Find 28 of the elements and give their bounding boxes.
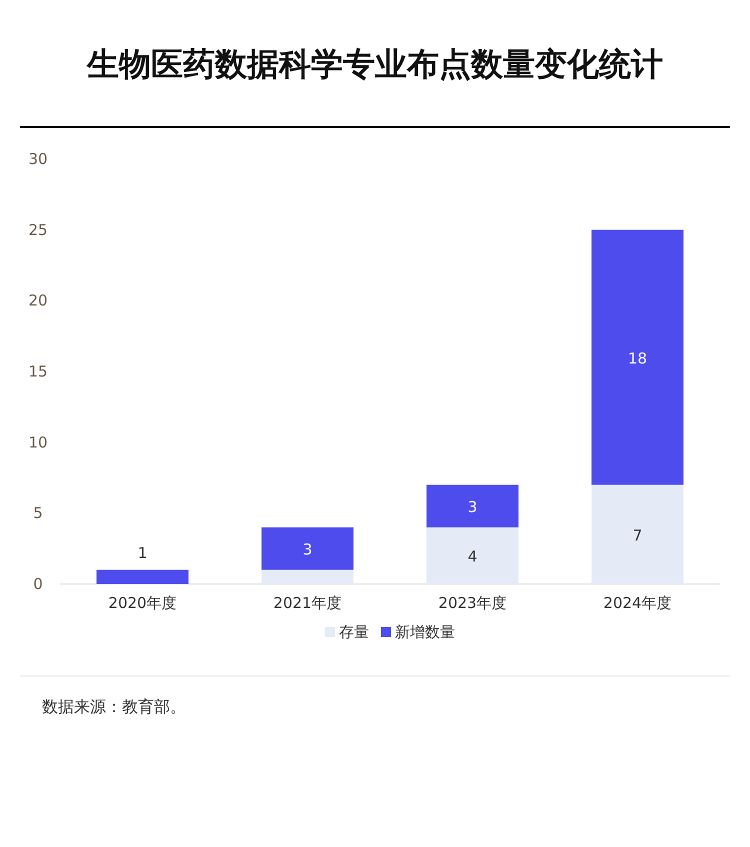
x-tick-label: 2020年度 — [108, 594, 177, 612]
x-tick-label: 2023年度 — [438, 594, 507, 612]
x-tick-label: 2021年度 — [273, 594, 342, 612]
data-label: 3 — [468, 498, 478, 516]
y-tick-label: 15 — [28, 362, 48, 380]
data-label: 7 — [632, 526, 642, 544]
bar — [262, 570, 354, 584]
y-tick-label: 20 — [28, 292, 48, 310]
legend-label: 存量 — [339, 623, 369, 641]
x-tick-label: 2024年度 — [603, 594, 672, 612]
data-label: 1 — [138, 544, 148, 562]
data-label: 18 — [628, 349, 648, 368]
data-label: 3 — [302, 540, 312, 559]
bar — [96, 570, 188, 584]
y-tick-label: 10 — [28, 433, 48, 452]
bar — [426, 527, 518, 584]
y-tick-label: 0 — [33, 575, 43, 593]
y-tick-label: 5 — [33, 504, 43, 522]
bar — [262, 527, 354, 570]
data-label: 4 — [468, 548, 478, 566]
legend-label: 新增数量 — [395, 623, 455, 641]
y-tick-label: 30 — [28, 150, 48, 168]
source-note: 数据来源：教育部。 — [42, 697, 186, 716]
bar — [592, 484, 684, 584]
chart-title: 生物医药数据科学专业布点数量变化统计 — [86, 45, 663, 83]
bar — [426, 484, 518, 528]
y-tick-label: 25 — [28, 220, 48, 239]
bar — [592, 230, 684, 485]
